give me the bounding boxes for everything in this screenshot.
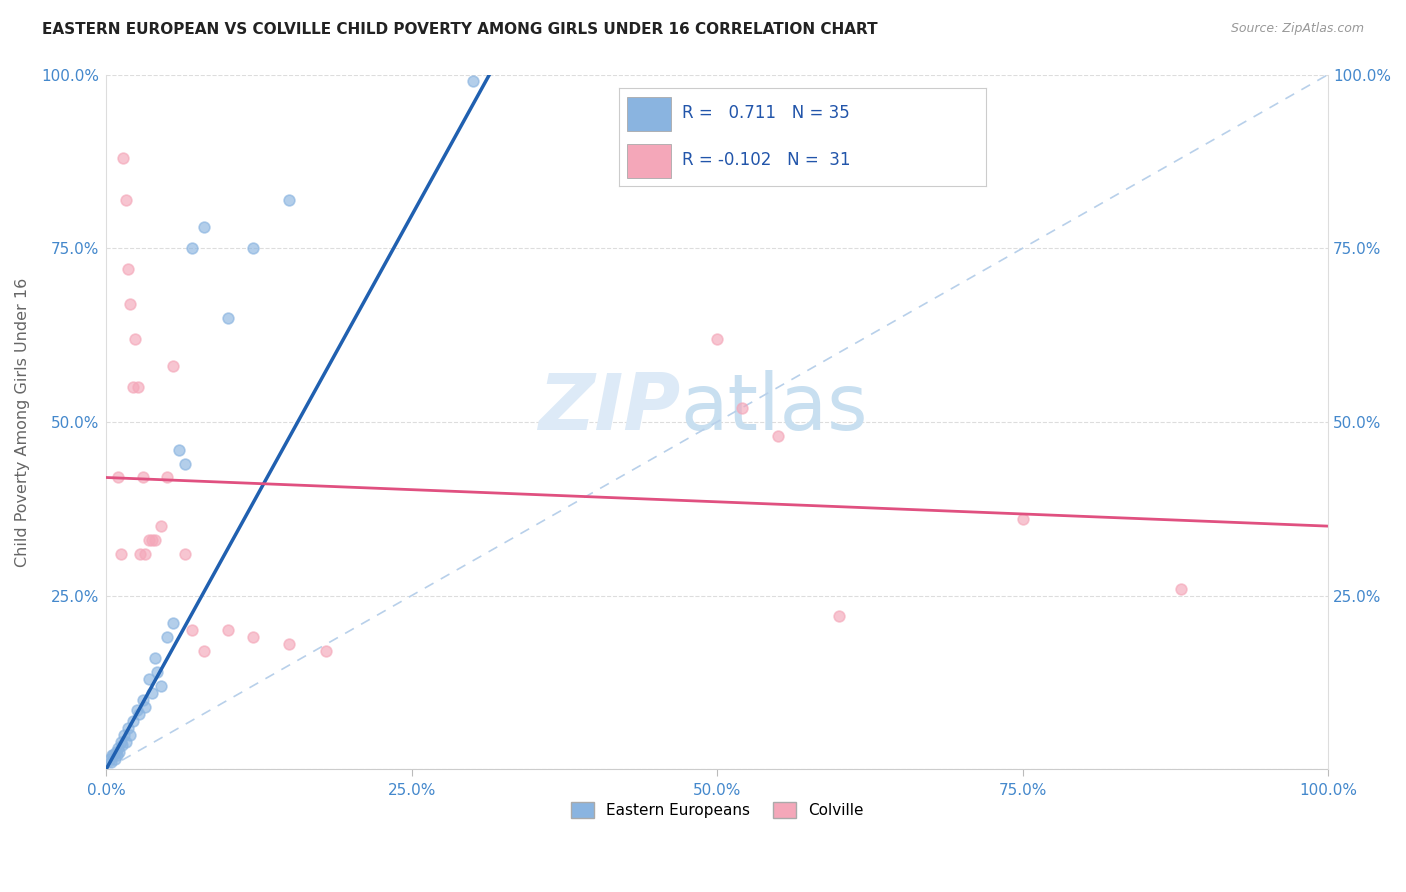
Y-axis label: Child Poverty Among Girls Under 16: Child Poverty Among Girls Under 16 [15,277,30,566]
Point [103,748,125,763]
Point [117,721,139,735]
Point [156,630,179,644]
Point [180,624,202,638]
Legend: Eastern Europeans, Colville: Eastern Europeans, Colville [565,796,869,824]
Point [114,193,136,207]
Point [101,748,124,763]
Point [105,748,128,763]
Point [174,457,197,471]
Point [107,741,129,756]
Point [217,624,239,638]
Point [112,728,135,742]
Point [120,297,142,311]
Point [217,310,239,325]
Point [117,262,139,277]
Point [150,679,173,693]
Point [110,547,132,561]
Point [193,644,215,658]
Point [162,359,184,374]
Point [150,519,173,533]
Point [107,470,129,484]
Text: ZIP: ZIP [538,370,681,446]
Point [143,533,166,547]
Point [100,756,122,770]
Point [706,332,728,346]
Point [146,665,169,679]
Point [112,151,135,165]
Point [111,738,134,752]
Point [278,193,301,207]
Point [156,470,179,484]
Point [1170,582,1192,596]
Point [122,714,145,728]
Text: atlas: atlas [681,370,868,446]
Text: Source: ZipAtlas.com: Source: ZipAtlas.com [1230,22,1364,36]
Point [766,429,789,443]
Point [461,74,484,88]
Point [124,332,146,346]
Point [110,734,132,748]
Point [315,644,337,658]
Point [138,533,160,547]
Point [730,401,752,415]
Point [169,442,191,457]
Point [108,745,131,759]
Point [114,734,136,748]
Point [128,706,150,721]
Point [193,220,215,235]
Point [242,630,264,644]
Point [180,241,202,255]
Point [828,609,851,624]
Point [174,547,197,561]
Point [125,703,148,717]
Point [98,752,121,766]
Point [132,470,155,484]
Point [134,547,156,561]
Point [162,616,184,631]
Point [242,241,264,255]
Point [120,728,142,742]
Point [132,693,155,707]
Point [122,380,145,394]
Point [143,651,166,665]
Point [127,380,149,394]
Point [104,745,127,759]
Point [278,637,301,651]
Text: EASTERN EUROPEAN VS COLVILLE CHILD POVERTY AMONG GIRLS UNDER 16 CORRELATION CHAR: EASTERN EUROPEAN VS COLVILLE CHILD POVER… [42,22,877,37]
Point [138,672,160,686]
Point [104,752,127,766]
Point [1011,512,1033,526]
Point [141,686,163,700]
Point [134,699,156,714]
Point [129,547,152,561]
Point [141,533,163,547]
